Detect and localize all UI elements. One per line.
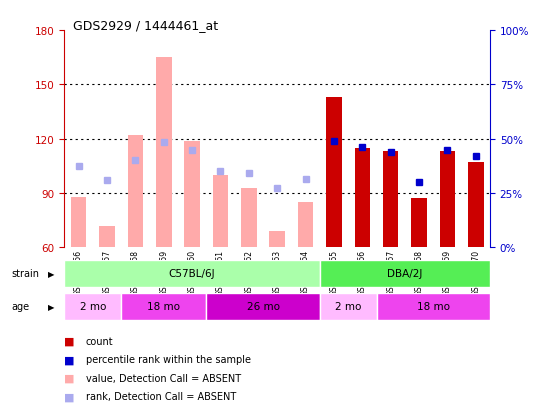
Bar xyxy=(320,260,490,287)
Bar xyxy=(128,136,143,248)
Bar xyxy=(206,293,320,320)
Text: ▶: ▶ xyxy=(48,302,54,311)
Text: 26 mo: 26 mo xyxy=(246,301,279,312)
Bar xyxy=(326,98,342,248)
Text: ■: ■ xyxy=(64,392,75,401)
Bar xyxy=(468,163,484,248)
Bar xyxy=(99,226,115,248)
Bar xyxy=(121,293,206,320)
Bar xyxy=(320,293,376,320)
Text: 18 mo: 18 mo xyxy=(147,301,180,312)
Text: 2 mo: 2 mo xyxy=(80,301,106,312)
Text: 2 mo: 2 mo xyxy=(335,301,361,312)
Bar xyxy=(241,188,256,248)
Text: rank, Detection Call = ABSENT: rank, Detection Call = ABSENT xyxy=(86,392,236,401)
Text: 18 mo: 18 mo xyxy=(417,301,450,312)
Text: ■: ■ xyxy=(64,336,75,346)
Bar xyxy=(440,152,455,248)
Text: DBA/2J: DBA/2J xyxy=(387,268,423,279)
Bar xyxy=(64,260,320,287)
Bar xyxy=(71,197,86,248)
Text: count: count xyxy=(86,336,113,346)
Text: ■: ■ xyxy=(64,354,75,364)
Text: strain: strain xyxy=(11,268,39,279)
Bar xyxy=(213,176,228,248)
Text: percentile rank within the sample: percentile rank within the sample xyxy=(86,354,251,364)
Bar xyxy=(64,293,121,320)
Text: age: age xyxy=(11,301,29,312)
Bar xyxy=(156,58,171,248)
Bar xyxy=(184,141,200,248)
Text: C57BL/6J: C57BL/6J xyxy=(169,268,216,279)
Bar xyxy=(383,152,399,248)
Text: GDS2929 / 1444461_at: GDS2929 / 1444461_at xyxy=(73,19,218,31)
Bar xyxy=(376,293,490,320)
Bar xyxy=(411,199,427,248)
Text: ▶: ▶ xyxy=(48,269,54,278)
Bar xyxy=(298,203,314,248)
Bar xyxy=(354,148,370,248)
Text: value, Detection Call = ABSENT: value, Detection Call = ABSENT xyxy=(86,373,241,383)
Text: ■: ■ xyxy=(64,373,75,383)
Bar xyxy=(269,232,285,248)
